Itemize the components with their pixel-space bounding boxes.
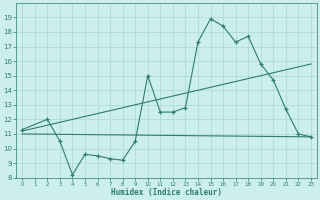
X-axis label: Humidex (Indice chaleur): Humidex (Indice chaleur) <box>111 188 222 197</box>
